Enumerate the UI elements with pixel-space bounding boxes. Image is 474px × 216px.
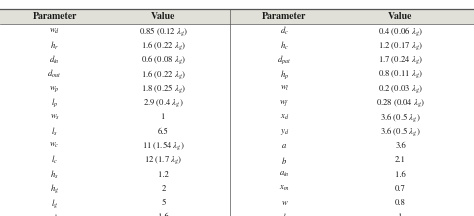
Text: 3.6: 3.6 <box>395 142 406 150</box>
Text: 1.7 (0.24 $\lambda_g$): 1.7 (0.24 $\lambda_g$) <box>378 54 423 66</box>
Text: $w_l$: $w_l$ <box>280 84 289 93</box>
Text: 0.8 (0.11 $\lambda_g$): 0.8 (0.11 $\lambda_g$) <box>378 68 423 80</box>
Text: $d_r$: $d_r$ <box>280 211 289 216</box>
Text: 0.85 (0.12 $\lambda_g$): 0.85 (0.12 $\lambda_g$) <box>139 25 188 38</box>
Text: $l_c$: $l_c$ <box>51 154 58 166</box>
Text: 2.9 (0.4 $\lambda_g$): 2.9 (0.4 $\lambda_g$) <box>143 97 184 109</box>
Text: 1: 1 <box>161 113 166 121</box>
Text: 1: 1 <box>398 213 403 216</box>
Text: 12 (1.7 $\lambda_g$): 12 (1.7 $\lambda_g$) <box>144 154 183 166</box>
Text: $h_c$: $h_c$ <box>280 40 289 52</box>
Text: $d_c$: $d_c$ <box>280 25 289 37</box>
Text: $h_s$: $h_s$ <box>50 168 59 181</box>
Text: $d_{in}$: $d_{in}$ <box>49 54 60 66</box>
Text: 0.4 (0.06 $\lambda_g$): 0.4 (0.06 $\lambda_g$) <box>378 25 423 38</box>
Text: 0.8: 0.8 <box>395 199 406 207</box>
Text: 1.6 (0.22 $\lambda_g$): 1.6 (0.22 $\lambda_g$) <box>141 68 186 81</box>
Text: 6.5: 6.5 <box>158 128 169 136</box>
Text: $d_{pat}$: $d_{pat}$ <box>277 54 292 66</box>
Text: 2.1: 2.1 <box>395 156 406 164</box>
Text: 1.6: 1.6 <box>395 170 406 179</box>
Text: $l_p$: $l_p$ <box>51 97 58 109</box>
Text: $l_s$: $l_s$ <box>51 125 58 138</box>
Text: Value: Value <box>388 12 413 21</box>
Text: $x_d$: $x_d$ <box>280 113 289 122</box>
Text: $w_p$: $w_p$ <box>49 84 60 94</box>
Text: 3.6 (0.5 $\lambda_g$): 3.6 (0.5 $\lambda_g$) <box>380 111 421 124</box>
Text: 0.2 (0.03 $\lambda_g$): 0.2 (0.03 $\lambda_g$) <box>378 83 423 95</box>
Text: 3.6 (0.5 $\lambda_g$): 3.6 (0.5 $\lambda_g$) <box>380 125 421 138</box>
Text: 2: 2 <box>161 185 166 193</box>
Text: $l_g$: $l_g$ <box>51 197 58 210</box>
Text: Value: Value <box>151 12 176 21</box>
Text: $y_d$: $y_d$ <box>280 127 289 137</box>
Text: Parameter: Parameter <box>262 12 307 21</box>
Text: $d_{out}$: $d_{out}$ <box>47 68 62 80</box>
Text: $w_f$: $w_f$ <box>279 98 290 108</box>
Text: $w$: $w$ <box>281 199 288 207</box>
Text: 0.28 (0.04 $\lambda_g$): 0.28 (0.04 $\lambda_g$) <box>376 97 425 109</box>
Text: 0.6 (0.08 $\lambda_g$): 0.6 (0.08 $\lambda_g$) <box>141 54 186 66</box>
Text: 0.7: 0.7 <box>395 185 406 193</box>
Text: $h_r$: $h_r$ <box>50 40 59 52</box>
Text: 11 (1.54 $\lambda_g$): 11 (1.54 $\lambda_g$) <box>142 140 185 152</box>
Text: 1.6: 1.6 <box>158 213 169 216</box>
Text: Parameter: Parameter <box>32 12 77 21</box>
Text: 1.8 (0.25 $\lambda_g$): 1.8 (0.25 $\lambda_g$) <box>141 82 186 95</box>
Text: 1.2 (0.17 $\lambda_g$): 1.2 (0.17 $\lambda_g$) <box>378 40 423 52</box>
Text: $h_g$: $h_g$ <box>50 183 59 195</box>
Text: 1.2: 1.2 <box>158 170 169 179</box>
Bar <box>0 9 474 24</box>
Text: $w_d$: $w_d$ <box>49 27 60 36</box>
Text: 1.6 (0.22 $\lambda_g$): 1.6 (0.22 $\lambda_g$) <box>141 39 186 52</box>
Text: 5: 5 <box>161 199 166 207</box>
Text: $w_c$: $w_c$ <box>49 141 60 151</box>
Text: $a_{in}$: $a_{in}$ <box>279 170 290 179</box>
Text: $x_m$: $x_m$ <box>279 184 290 194</box>
Text: $b$: $b$ <box>282 155 287 166</box>
Text: $h_p$: $h_p$ <box>280 68 289 81</box>
Text: $d$: $d$ <box>51 212 58 216</box>
Text: $a$: $a$ <box>282 142 287 150</box>
Text: $w_s$: $w_s$ <box>49 113 60 122</box>
